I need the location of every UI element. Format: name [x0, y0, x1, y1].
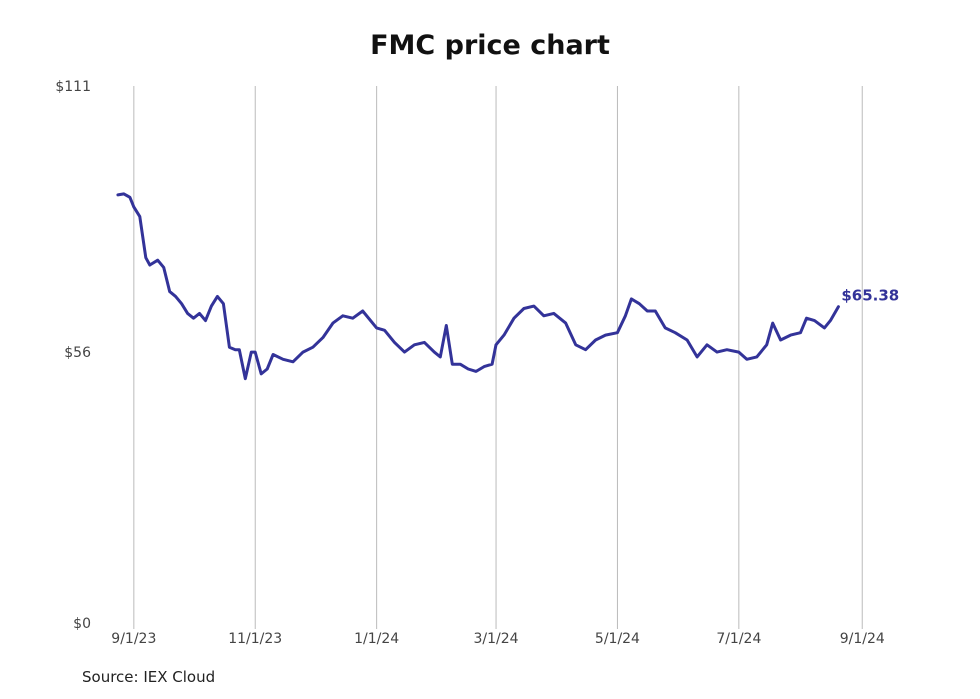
x-tick-label-4: 5/1/24: [595, 631, 640, 647]
y-tick-label-2: $111: [55, 79, 91, 95]
source-note: Source: IEX Cloud: [82, 668, 216, 686]
y-tick-label-0: $0: [73, 616, 91, 632]
x-axis-ticks: 9/1/23 11/1/23 1/1/24 3/1/24 5/1/24 7/1/24 9/1…: [111, 631, 885, 647]
x-tick-label-6: 9/1/24: [840, 631, 885, 647]
last-price-label: $65.38: [841, 287, 899, 305]
x-tick-label-2: 1/1/24: [354, 631, 399, 647]
y-tick-label-1: $56: [64, 345, 91, 361]
price-series-line: [116, 192, 840, 381]
x-tick-label-5: 7/1/24: [716, 631, 761, 647]
x-tick-label-0: 9/1/23: [111, 631, 156, 647]
y-axis-ticks: $0 $56 $111: [55, 79, 91, 632]
chart-title: FMC price chart: [370, 30, 610, 61]
x-tick-label-1: 11/1/23: [228, 631, 282, 647]
x-tick-label-3: 3/1/24: [474, 631, 519, 647]
